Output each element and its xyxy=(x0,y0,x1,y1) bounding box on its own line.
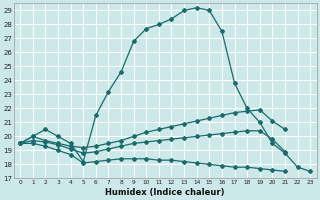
X-axis label: Humidex (Indice chaleur): Humidex (Indice chaleur) xyxy=(106,188,225,197)
